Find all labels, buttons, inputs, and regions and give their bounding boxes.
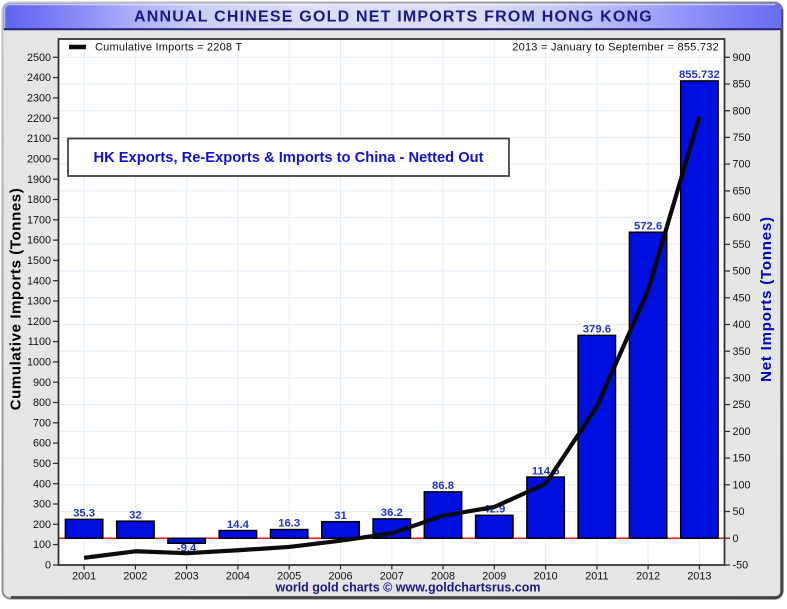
svg-text:750: 750 bbox=[733, 132, 751, 144]
svg-text:2003: 2003 bbox=[175, 571, 199, 583]
svg-text:650: 650 bbox=[733, 186, 751, 198]
svg-text:0: 0 bbox=[45, 560, 51, 572]
svg-text:500: 500 bbox=[733, 266, 751, 278]
svg-text:200: 200 bbox=[33, 519, 51, 531]
svg-text:Net Imports (Tonnes): Net Imports (Tonnes) bbox=[758, 216, 775, 382]
svg-text:86.8: 86.8 bbox=[432, 480, 454, 492]
svg-text:2001: 2001 bbox=[72, 571, 96, 583]
svg-text:2004: 2004 bbox=[226, 571, 250, 583]
svg-text:1300: 1300 bbox=[27, 296, 51, 308]
svg-text:1500: 1500 bbox=[27, 255, 51, 267]
svg-text:700: 700 bbox=[33, 417, 51, 429]
svg-text:world gold charts © www.goldch: world gold charts © www.goldchartsrus.co… bbox=[274, 581, 540, 595]
svg-text:0: 0 bbox=[733, 533, 739, 545]
svg-text:2500: 2500 bbox=[27, 52, 51, 64]
svg-text:Cumulative Imports = 2208 T: Cumulative Imports = 2208 T bbox=[95, 42, 242, 54]
svg-text:400: 400 bbox=[733, 319, 751, 331]
svg-text:300: 300 bbox=[33, 499, 51, 511]
svg-text:600: 600 bbox=[733, 212, 751, 224]
svg-text:50: 50 bbox=[733, 506, 745, 518]
svg-text:379.6: 379.6 bbox=[583, 324, 611, 336]
svg-text:100: 100 bbox=[733, 479, 751, 491]
svg-text:550: 550 bbox=[733, 239, 751, 251]
svg-text:250: 250 bbox=[733, 399, 751, 411]
svg-text:1100: 1100 bbox=[28, 336, 51, 348]
svg-text:1000: 1000 bbox=[27, 357, 51, 369]
svg-text:31: 31 bbox=[334, 510, 347, 522]
svg-text:2002: 2002 bbox=[123, 571, 147, 583]
svg-text:2300: 2300 bbox=[27, 93, 51, 105]
svg-text:400: 400 bbox=[33, 478, 51, 490]
svg-text:500: 500 bbox=[33, 458, 51, 470]
svg-text:1700: 1700 bbox=[27, 214, 51, 226]
svg-text:36.2: 36.2 bbox=[381, 507, 403, 519]
svg-text:1200: 1200 bbox=[27, 316, 51, 328]
svg-text:2009: 2009 bbox=[482, 571, 506, 583]
svg-text:14.4: 14.4 bbox=[227, 519, 250, 531]
svg-text:850: 850 bbox=[733, 79, 751, 91]
svg-text:450: 450 bbox=[733, 292, 751, 304]
svg-text:800: 800 bbox=[733, 105, 751, 117]
svg-text:35.3: 35.3 bbox=[73, 508, 95, 520]
svg-text:800: 800 bbox=[33, 397, 51, 409]
svg-text:1400: 1400 bbox=[27, 275, 51, 287]
svg-text:1800: 1800 bbox=[27, 194, 51, 206]
svg-text:-50: -50 bbox=[733, 560, 749, 572]
svg-text:2007: 2007 bbox=[380, 571, 404, 583]
svg-text:ANNUAL CHINESE GOLD NET IMPORT: ANNUAL CHINESE GOLD NET IMPORTS FROM HON… bbox=[134, 9, 653, 26]
svg-text:300: 300 bbox=[733, 373, 751, 385]
svg-text:HK Exports, Re-Exports & Impor: HK Exports, Re-Exports & Imports to Chin… bbox=[93, 150, 483, 166]
svg-text:2400: 2400 bbox=[27, 72, 51, 84]
svg-text:16.3: 16.3 bbox=[278, 518, 300, 530]
svg-text:2013: 2013 bbox=[687, 571, 711, 583]
svg-text:2012: 2012 bbox=[636, 571, 660, 583]
svg-text:200: 200 bbox=[733, 426, 751, 438]
svg-text:2200: 2200 bbox=[27, 113, 51, 125]
svg-text:2010: 2010 bbox=[534, 571, 558, 583]
svg-text:2008: 2008 bbox=[431, 571, 455, 583]
svg-text:1900: 1900 bbox=[27, 174, 51, 186]
svg-text:2013 = January to September =: 2013 = January to September = 855.732 bbox=[512, 42, 719, 54]
svg-text:900: 900 bbox=[733, 52, 751, 64]
svg-text:2100: 2100 bbox=[27, 133, 51, 145]
svg-text:2005: 2005 bbox=[277, 571, 301, 583]
svg-text:32: 32 bbox=[129, 509, 142, 521]
svg-text:150: 150 bbox=[733, 453, 751, 465]
svg-text:855.732: 855.732 bbox=[679, 69, 720, 81]
svg-text:2011: 2011 bbox=[585, 571, 608, 583]
svg-text:1600: 1600 bbox=[27, 235, 51, 247]
svg-text:900: 900 bbox=[33, 377, 51, 389]
svg-text:572.6: 572.6 bbox=[634, 220, 662, 232]
svg-text:100: 100 bbox=[33, 539, 51, 551]
svg-text:2006: 2006 bbox=[328, 571, 352, 583]
svg-text:2000: 2000 bbox=[27, 154, 51, 166]
svg-text:700: 700 bbox=[733, 159, 751, 171]
svg-text:Cumulative Imports (Tonnes): Cumulative Imports (Tonnes) bbox=[8, 188, 25, 411]
svg-text:350: 350 bbox=[733, 346, 751, 358]
svg-text:600: 600 bbox=[33, 438, 51, 450]
